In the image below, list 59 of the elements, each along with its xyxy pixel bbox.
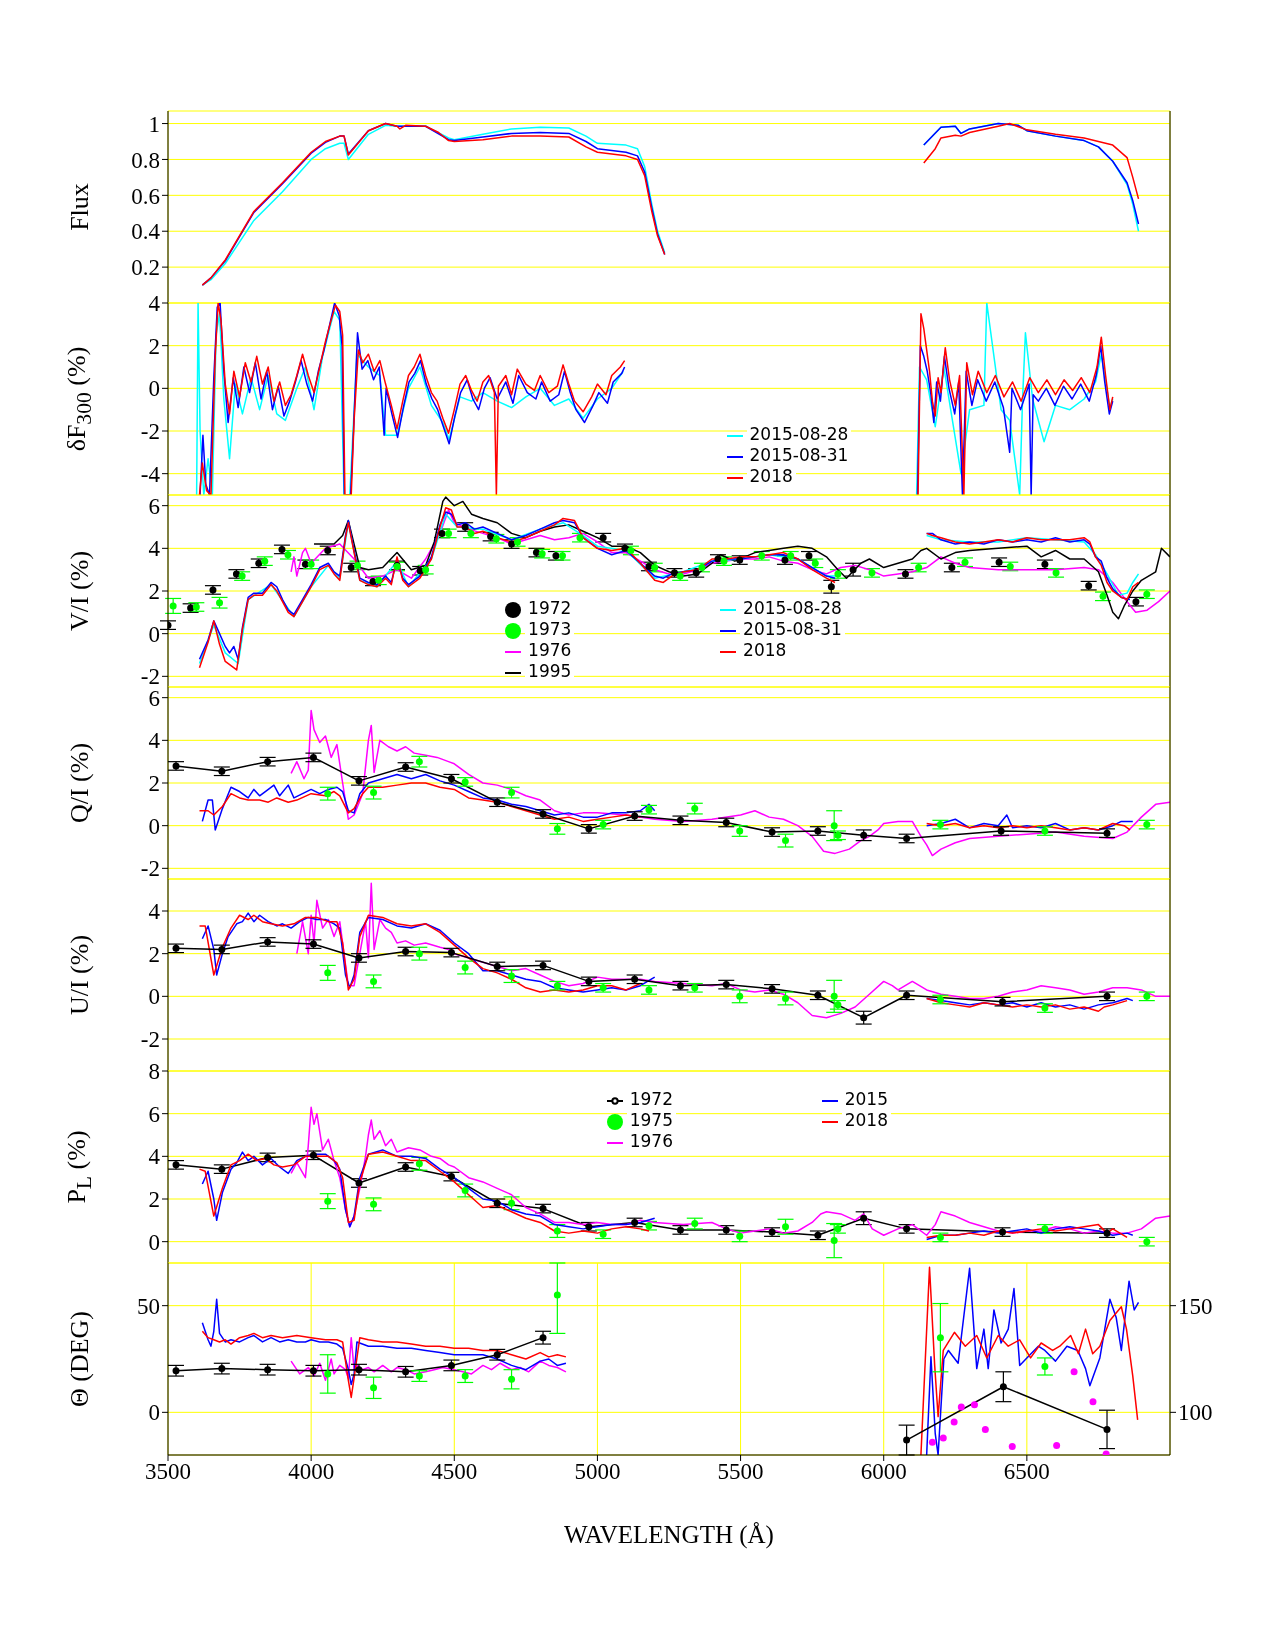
y-tick-label: 4 [148,536,161,562]
x-tick-label: 3500 [145,1459,191,1485]
legend-label: 1995 [525,661,575,681]
y-tick-label: 6 [148,493,160,519]
y-axis-title: Θ (DEG) [65,1310,94,1408]
x-tick-label: 5500 [717,1459,764,1485]
legend-label: 2015-08-31 [746,445,852,465]
y-axis-title: V/I (%) [65,550,94,632]
legend-label: 2015-08-31 [740,619,845,639]
y-axis-title: Flux [65,183,94,231]
legend-label: 2018 [746,466,796,486]
y-tick-label: 2 [148,333,160,359]
y-tick-label: 2 [148,941,160,967]
y-axis-title: U/I (%) [65,934,94,1016]
legend-label: 1976 [626,1131,676,1151]
y-tick-label: 50 [137,1293,160,1319]
x-tick-label: 4500 [431,1459,478,1485]
y-tick-label: 2 [148,579,160,605]
y-tick-label: 6 [148,1101,160,1127]
y-tick-label: -2 [140,1027,160,1053]
legend-label: 2015-08-28 [746,424,852,444]
y-tick-label: 4 [148,291,161,317]
y-tick-label: 0 [148,1400,160,1426]
y-tick-label: 0 [148,376,160,402]
y-tick-label: 0.6 [131,183,160,209]
y-tick-label: 0 [148,621,160,647]
y-axis-title: Q/I (%) [65,742,94,824]
legend-label: 2018 [740,640,790,660]
legend-label: 2015-08-28 [740,598,845,618]
x-tick-label: 5000 [574,1459,621,1485]
y-tick-label: -4 [140,461,161,487]
y2-tick-label: 100 [1178,1400,1213,1426]
legend-label: 2015 [841,1089,891,1109]
y-tick-label: 2 [148,771,160,797]
x-tick-label: 6000 [860,1459,907,1485]
y-tick-label: 0 [148,813,160,839]
x-axis-title: WAVELENGTH (Å) [564,1521,774,1549]
y-tick-label: 4 [148,899,161,925]
legend-label: 2018 [841,1110,891,1130]
y-tick-label: 0.4 [131,219,161,245]
y-tick-label: 4 [148,728,161,754]
legend-label: 1976 [525,640,575,660]
y-tick-label: 0 [148,1229,160,1255]
legend-label: 1975 [626,1110,676,1130]
y2-tick-label: 150 [1178,1293,1213,1319]
y-tick-label: 0.8 [131,147,160,173]
y-tick-label: 0.2 [131,255,160,281]
y-tick-label: 8 [148,1059,160,1085]
legend-label: 1972 [525,598,575,618]
legend-label: 1973 [525,619,575,639]
y-tick-label: 1 [148,111,160,137]
y-tick-label: 4 [148,1144,161,1170]
y-tick-label: 2 [148,1187,160,1213]
x-tick-label: 6500 [1003,1459,1050,1485]
y-tick-label: -2 [140,856,160,882]
legend-label: 1972 [626,1089,676,1109]
y-tick-label: -2 [140,419,160,445]
y-tick-label: 0 [148,984,160,1010]
x-tick-label: 4000 [288,1459,335,1485]
